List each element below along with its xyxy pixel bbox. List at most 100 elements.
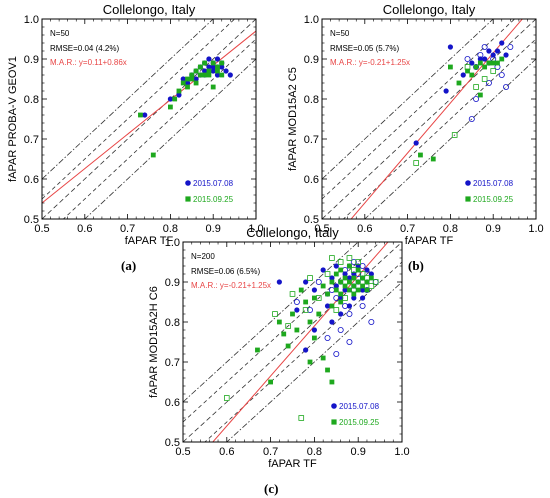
data-point	[338, 299, 344, 305]
x-axis-label: fAPAR TF	[268, 458, 317, 470]
data-point	[214, 56, 221, 62]
data-point	[219, 64, 225, 70]
data-point	[285, 323, 291, 329]
stats-mar: M.A.R.: y=0.11+0.86x	[50, 58, 127, 67]
data-point	[302, 307, 309, 313]
data-point	[272, 311, 278, 317]
data-point	[418, 152, 423, 158]
data-point	[347, 287, 352, 293]
data-point	[197, 64, 203, 70]
y-tick-label: 0.5	[304, 214, 319, 226]
data-point	[324, 303, 331, 309]
stats-mar: M.A.R.: y=-0.21+1.25x	[330, 58, 410, 67]
stats-rmse: RMSE=0.06 (6.5%)	[191, 267, 260, 276]
x-tick-label: 0.9	[206, 223, 221, 235]
data-point	[485, 80, 492, 87]
stats-mar: M.A.R.: y=-0.21+1.25x	[191, 281, 271, 290]
mar-regression-line	[350, 19, 523, 219]
x-tick-label: 0.8	[307, 446, 322, 458]
stats-n: N=50	[330, 29, 350, 38]
plot-frame	[41, 18, 257, 220]
data-point	[210, 84, 216, 90]
data-point	[364, 279, 370, 285]
data-point	[338, 267, 344, 273]
data-point	[312, 295, 317, 301]
plot-area	[322, 19, 536, 219]
data-point	[325, 291, 330, 297]
legend-marker-blue	[331, 403, 337, 409]
data-point	[443, 88, 449, 94]
x-tick-label: 0.5	[34, 223, 49, 235]
panel-label-a: (a)	[121, 258, 137, 273]
data-point	[333, 287, 339, 293]
data-point	[351, 267, 357, 273]
x-axis-label: fAPAR TF	[405, 235, 454, 247]
data-point	[311, 327, 317, 333]
data-point	[329, 319, 335, 325]
data-point	[368, 271, 374, 277]
data-point	[468, 116, 475, 123]
data-point	[333, 271, 339, 277]
data-point	[298, 415, 305, 421]
stats-n: N=50	[50, 29, 70, 38]
data-point	[219, 72, 225, 78]
data-point	[351, 295, 357, 301]
data-point	[298, 287, 304, 293]
data-point	[307, 275, 313, 281]
data-point	[138, 112, 143, 118]
one-to-one-line	[183, 242, 402, 442]
tolerance-line-upper-outer	[42, 19, 214, 180]
x-tick-label: 0.5	[314, 223, 329, 235]
legend-marker-green	[465, 196, 471, 202]
tolerance-line-upper-inner	[183, 242, 381, 423]
chart-title: Collelongo, Italy	[246, 225, 339, 240]
data-point	[281, 331, 287, 337]
y-tick-label: 0.7	[165, 357, 180, 369]
y-tick-label: 1.0	[24, 14, 39, 26]
data-point	[473, 84, 479, 90]
data-point	[303, 299, 309, 305]
plot-frame	[182, 241, 403, 443]
y-tick-label: 0.6	[304, 174, 319, 186]
y-axis-label: fAPAR PROBA-V GEOV1	[7, 56, 19, 182]
data-point	[206, 68, 212, 74]
panel-label-b: (b)	[408, 258, 424, 273]
data-point	[185, 84, 190, 90]
mar-regression-line	[42, 30, 256, 204]
data-point	[460, 72, 466, 78]
data-point	[499, 56, 505, 62]
data-point	[338, 295, 344, 301]
data-point	[490, 60, 496, 66]
data-point	[372, 279, 379, 285]
data-point	[294, 307, 300, 313]
data-point	[342, 302, 349, 309]
stats-rmse: RMSE=0.04 (4.2%)	[50, 44, 119, 53]
data-point	[193, 68, 199, 74]
data-point	[413, 160, 419, 166]
data-point	[346, 275, 353, 281]
tolerance-line-upper-inner	[42, 19, 236, 200]
data-point	[337, 259, 344, 265]
data-point	[176, 92, 182, 98]
data-point	[469, 60, 475, 66]
data-point	[142, 112, 148, 118]
panel-label-c: (c)	[264, 481, 279, 496]
data-point	[359, 295, 366, 301]
data-point	[350, 258, 357, 265]
data-point	[482, 56, 488, 62]
legend-marker-blue	[465, 180, 471, 186]
mar-regression-line	[212, 242, 389, 442]
data-point	[495, 60, 500, 66]
data-point	[172, 96, 178, 102]
x-tick-label: 0.6	[219, 446, 234, 458]
data-point	[368, 318, 375, 325]
x-tick-label: 0.7	[120, 223, 135, 235]
data-point	[150, 152, 156, 158]
data-point	[355, 279, 361, 285]
data-point	[359, 302, 366, 309]
data-point	[168, 104, 173, 110]
y-tick-label: 0.7	[24, 134, 39, 146]
data-point	[351, 275, 357, 281]
y-tick-label: 0.9	[165, 277, 180, 289]
data-point	[223, 395, 230, 401]
